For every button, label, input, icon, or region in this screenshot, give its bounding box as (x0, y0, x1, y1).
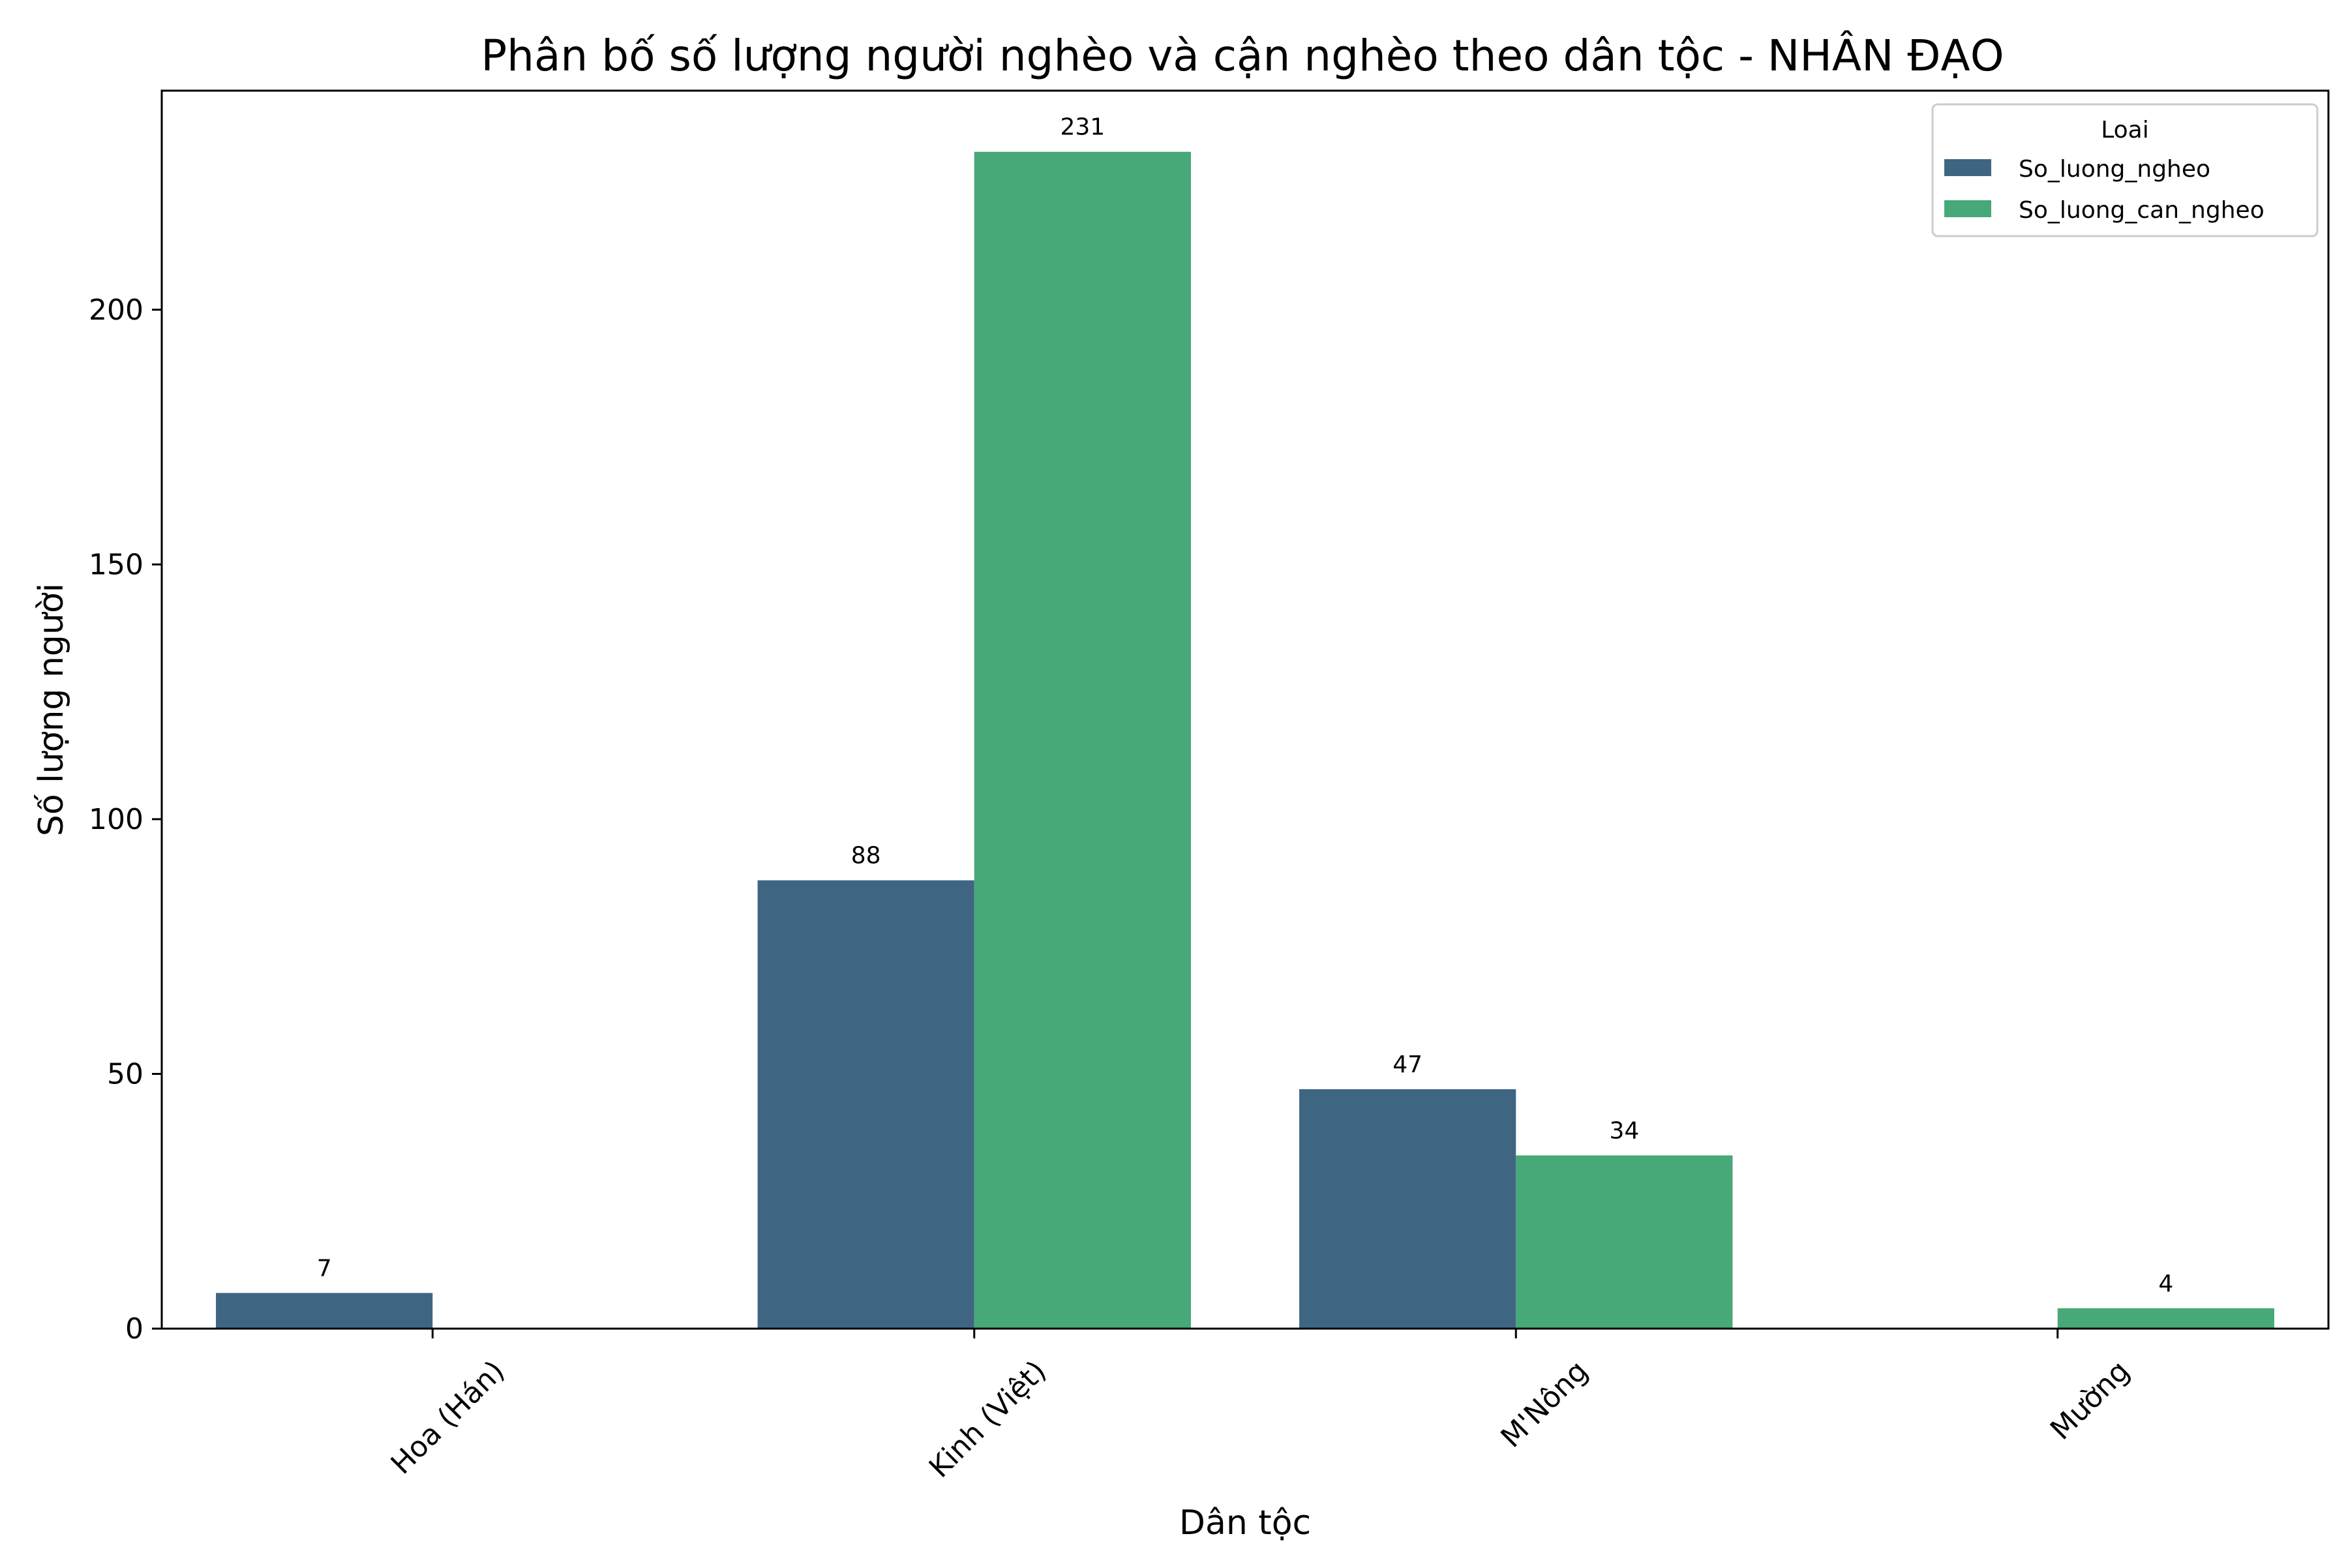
y-tick-label-150: 150 (89, 548, 143, 581)
legend-title: Loai (2101, 117, 2149, 143)
data-label-so-luong-can-ngheo-m-ng: 4 (2158, 1271, 2173, 1297)
y-tick-label-200: 200 (89, 294, 143, 327)
data-label-so-luong-can-ngheo-m-n-ng: 34 (1609, 1117, 1639, 1144)
bar-so-luong-ngheo-kinh-vi-t (757, 880, 974, 1329)
y-axis-label: Số lượng người (32, 583, 71, 836)
data-label-so-luong-ngheo-m-n-ng: 47 (1392, 1051, 1422, 1078)
plot-frame (160, 89, 2330, 1330)
legend-label-so-luong-ngheo: So_luong_ngheo (2019, 156, 2210, 183)
legend-box (1931, 103, 2319, 237)
legend: Loai So_luong_ngheo So_luong_can_ngheo (1931, 103, 2319, 237)
y-tick-label-50: 50 (107, 1057, 143, 1091)
bar-so-luong-can-ngheo-kinh-vi-t (974, 151, 1191, 1329)
y-tick-label-0: 0 (125, 1312, 143, 1346)
bar-so-luong-can-ngheo-m-ng (2057, 1308, 2274, 1329)
data-label-so-luong-ngheo-kinh-vi-t: 88 (851, 843, 881, 869)
data-label-so-luong-can-ngheo-kinh-vi-t: 231 (1060, 114, 1105, 141)
legend-label-so-luong-can-ngheo: So_luong_can_ngheo (2019, 197, 2265, 224)
y-tick-label-100: 100 (89, 803, 143, 836)
bar-so-luong-ngheo-hoa-h-n (216, 1293, 433, 1329)
legend-swatch-so-luong-ngheo (1944, 159, 1991, 176)
bar-so-luong-ngheo-m-n-ng (1299, 1089, 1516, 1329)
x-axis-label: Dân tộc (1179, 1503, 1311, 1543)
bar-so-luong-can-ngheo-m-n-ng (1516, 1155, 1733, 1329)
legend-swatch-so-luong-can-ngheo (1944, 200, 1991, 217)
chart-title: Phân bố số lượng người nghèo và cận nghè… (481, 31, 2004, 81)
data-label-so-luong-ngheo-hoa-h-n: 7 (317, 1255, 332, 1282)
